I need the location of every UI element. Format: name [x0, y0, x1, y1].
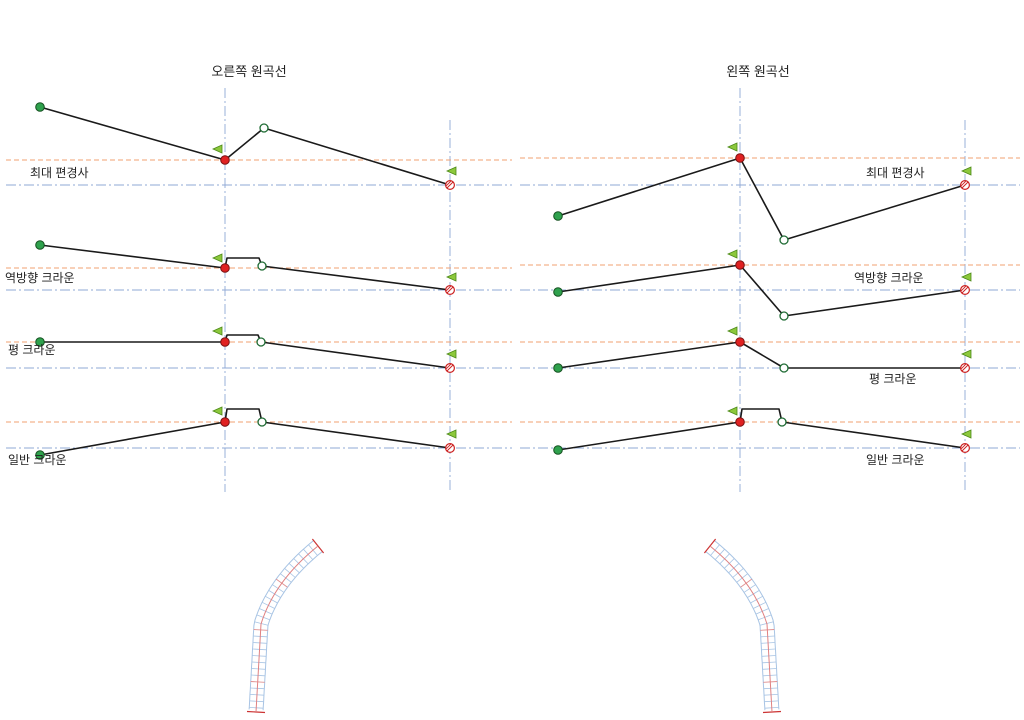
plan-view-left-curve — [703, 538, 782, 714]
flag-marker-icon — [961, 429, 972, 439]
group-title: 오른쪽 원곡선 — [211, 64, 286, 79]
superelevation-profile — [39, 244, 451, 291]
start-marker-icon — [35, 240, 45, 250]
plan-road-edge — [248, 540, 314, 710]
row-label: 최대 편경사 — [30, 166, 89, 180]
row-label: 역방향 크라운 — [5, 271, 75, 285]
end-marker-icon — [959, 284, 971, 296]
end-marker-icon — [444, 362, 456, 374]
row-label: 평 크라운 — [869, 372, 917, 386]
flag-marker-icon — [212, 253, 223, 263]
critical-marker-icon — [220, 417, 230, 427]
end-marker-icon — [444, 284, 456, 296]
flag-marker-icon — [727, 249, 738, 259]
superelevation-profile — [557, 264, 966, 317]
flag-marker-icon — [961, 272, 972, 282]
end-marker-icon — [444, 179, 456, 191]
superelevation-profile — [557, 157, 966, 241]
superelevation-profile — [557, 408, 966, 451]
critical-marker-icon — [220, 337, 230, 347]
row-flat-crown: 평 크라운 — [520, 326, 1020, 386]
group-title: 왼쪽 원곡선 — [726, 64, 789, 79]
transition-marker-icon — [777, 417, 787, 427]
critical-marker-icon — [735, 153, 745, 163]
row-label: 평 크라운 — [8, 343, 56, 357]
group-right-curve: 오른쪽 원곡선 최대 편경사 — [5, 64, 512, 492]
critical-marker-icon — [220, 263, 230, 273]
flag-marker-icon — [212, 406, 223, 416]
row-reverse-crown: 역방향 크라운 — [5, 240, 512, 296]
transition-marker-icon — [259, 123, 269, 133]
critical-marker-icon — [735, 417, 745, 427]
group-left-curve: 왼쪽 원곡선 최대 편경사 — [520, 64, 1020, 492]
plan-centerline — [255, 545, 319, 713]
critical-marker-icon — [220, 155, 230, 165]
flag-marker-icon — [212, 326, 223, 336]
start-marker-icon — [35, 337, 45, 347]
row-flat-crown: 평 크라운 — [6, 326, 512, 374]
superelevation-profile — [557, 341, 966, 369]
plan-road-edge — [262, 551, 323, 711]
start-marker-icon — [553, 287, 563, 297]
row-label: 일반 크라운 — [8, 453, 67, 467]
transition-marker-icon — [779, 363, 789, 373]
transition-marker-icon — [779, 311, 789, 321]
plan-view-right-curve — [246, 538, 325, 714]
start-marker-icon — [35, 450, 45, 460]
flag-marker-icon — [727, 406, 738, 416]
row-label: 역방향 크라운 — [854, 271, 924, 285]
plan-road-edge — [705, 551, 766, 711]
flag-marker-icon — [446, 429, 457, 439]
flag-marker-icon — [446, 272, 457, 282]
row-max-superelevation: 최대 편경사 — [520, 142, 1020, 245]
flag-marker-icon — [961, 349, 972, 359]
start-marker-icon — [35, 102, 45, 112]
plan-views — [246, 538, 782, 714]
row-reverse-crown: 역방향 크라운 — [520, 249, 1020, 321]
end-marker-icon — [959, 179, 971, 191]
flag-marker-icon — [446, 166, 457, 176]
row-label: 일반 크라운 — [866, 453, 925, 467]
flag-marker-icon — [446, 349, 457, 359]
plan-station-tick — [246, 710, 266, 714]
start-marker-icon — [553, 211, 563, 221]
superelevation-profile — [39, 408, 451, 456]
critical-marker-icon — [735, 260, 745, 270]
row-max-superelevation: 최대 편경사 — [6, 102, 512, 191]
superelevation-profile — [39, 106, 451, 186]
flag-marker-icon — [727, 142, 738, 152]
end-marker-icon — [959, 442, 971, 454]
row-normal-crown: 일반 크라운 — [6, 406, 512, 467]
row-normal-crown: 일반 크라운 — [520, 406, 1020, 467]
start-marker-icon — [553, 445, 563, 455]
transition-marker-icon — [779, 235, 789, 245]
row-label: 최대 편경사 — [866, 166, 925, 180]
transition-marker-icon — [256, 337, 266, 347]
plan-centerline — [709, 545, 773, 713]
flag-marker-icon — [212, 144, 223, 154]
plan-road-edge — [714, 540, 780, 710]
flag-marker-icon — [727, 326, 738, 336]
end-marker-icon — [959, 362, 971, 374]
start-marker-icon — [553, 363, 563, 373]
superelevation-profile — [39, 334, 451, 369]
critical-marker-icon — [735, 337, 745, 347]
transition-marker-icon — [257, 261, 267, 271]
flag-marker-icon — [961, 166, 972, 176]
end-marker-icon — [444, 442, 456, 454]
transition-marker-icon — [257, 417, 267, 427]
